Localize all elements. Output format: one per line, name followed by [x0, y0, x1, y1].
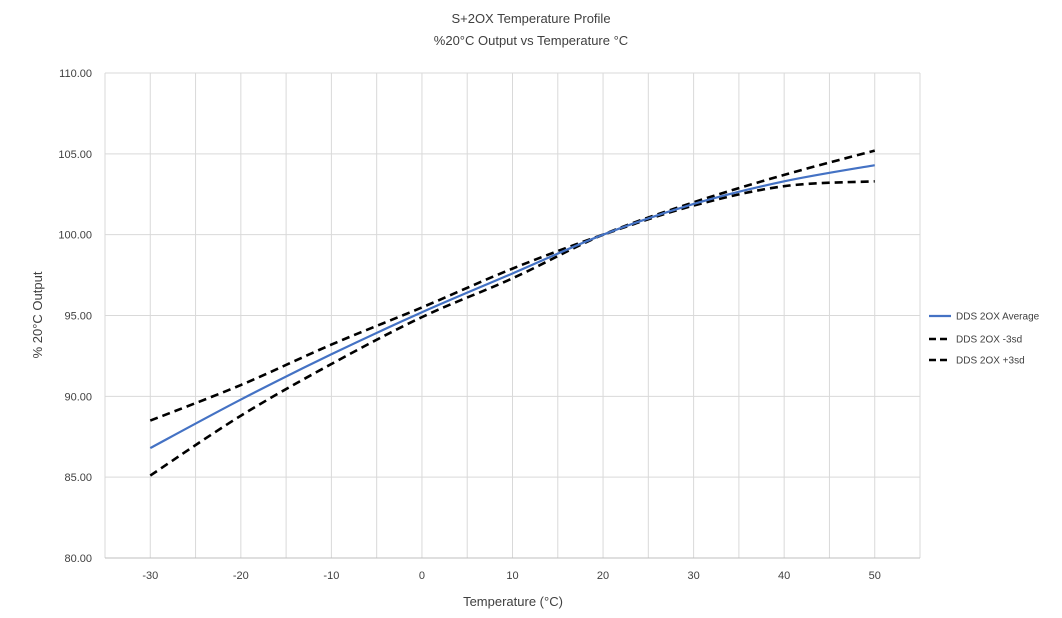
y-tick-label: 95.00 — [64, 311, 92, 323]
y-tick-label: 110.00 — [59, 68, 92, 80]
legend-item-average: DDS 2OX Average — [929, 312, 1040, 323]
series-line-1 — [149, 180, 875, 422]
legend-item-plus-3sd: DDS 2OX +3sd — [929, 356, 1025, 367]
x-tick-label: -10 — [323, 570, 339, 582]
legend-label-minus-3sd: DDS 2OX -3sd — [956, 335, 1022, 346]
x-tick-label: 50 — [869, 570, 881, 582]
x-tick-label: -30 — [142, 570, 158, 582]
series-line-2 — [149, 149, 876, 477]
y-tick-label: 80.00 — [64, 553, 92, 565]
y-axis-title: % 20°C Output — [30, 271, 45, 358]
x-tick-label: 30 — [687, 570, 699, 582]
chart-title: S+2OX Temperature Profile — [451, 11, 610, 26]
x-tick-label: 40 — [778, 570, 790, 582]
y-tick-label: 100.00 — [58, 230, 92, 242]
chart-subtitle: %20°C Output vs Temperature °C — [434, 33, 628, 48]
x-tick-label: 10 — [506, 570, 518, 582]
y-tick-label: 85.00 — [64, 472, 92, 484]
y-tick-label: 90.00 — [64, 391, 92, 403]
x-tick-label: -20 — [233, 570, 249, 582]
y-tick-label: 105.00 — [58, 149, 92, 161]
x-tick-label: 20 — [597, 570, 609, 582]
legend: DDS 2OX Average DDS 2OX -3sd DDS 2OX +3s… — [929, 312, 1040, 367]
legend-label-plus-3sd: DDS 2OX +3sd — [956, 356, 1025, 367]
series-line-0 — [149, 164, 875, 450]
series-lines — [149, 149, 876, 477]
x-axis-title: Temperature (°C) — [463, 594, 563, 609]
legend-label-average: DDS 2OX Average — [956, 312, 1040, 323]
axes: -30 -20 -10 0 10 20 30 40 50 80.00 85.00 90.00 95.00… — [58, 68, 920, 582]
gridlines — [104, 72, 921, 558]
legend-item-minus-3sd: DDS 2OX -3sd — [929, 335, 1022, 346]
x-tick-label: 0 — [419, 570, 425, 582]
